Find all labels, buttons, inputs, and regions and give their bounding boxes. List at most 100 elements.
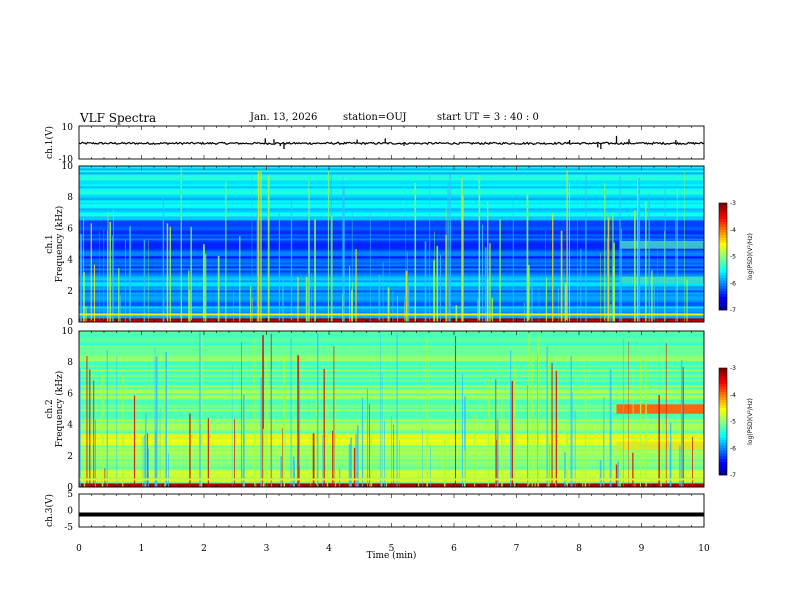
x-tick-label: 2: [201, 544, 207, 554]
ch2-spec-row: [79, 335, 704, 338]
ch1-spec-colorbar-cell: [719, 205, 727, 209]
ch2-spec-row: [79, 407, 704, 410]
ch2-spec-colorbar-cell: [719, 378, 727, 382]
ch1-spec-row: [79, 278, 704, 281]
ch1-spec-colorbar-cell: [719, 283, 727, 287]
ch1-spec-colorbar-tick: -7: [730, 307, 736, 314]
ch1-spec-row: [79, 256, 704, 259]
ch1-ytick-label: -10: [59, 155, 74, 165]
ch1-spec-colorbar-cell: [719, 253, 727, 257]
ch1-spec-row: [79, 218, 704, 221]
ch1-spec-row: [79, 222, 704, 225]
ch2-spec-colorbar-cell: [719, 373, 727, 377]
ch1-spec-colorbar-cell: [719, 301, 727, 305]
ch2-spec-colorbar-cell: [719, 394, 727, 398]
ch1-spec-colorbar-cell: [719, 264, 727, 268]
ch1-spec-colorbar-cell: [719, 243, 727, 247]
ch2-spec-row: [79, 375, 704, 378]
ch1-spec-row: [79, 236, 704, 239]
ch2-spec-row: [79, 363, 704, 366]
ch1-spec-row: [79, 276, 704, 279]
ch1-spec-colorbar-cell: [719, 216, 727, 220]
ch1-spec-row: [79, 184, 704, 187]
ch2-spec-colorbar-tick: -5: [730, 419, 736, 426]
ch1-spec-row: [79, 202, 704, 205]
ch2-spec-colorbar-cell: [719, 424, 727, 428]
ch1-spec-colorbar-cell: [719, 229, 727, 233]
ch2-spec-row: [79, 369, 704, 372]
ch1-spec-row: [79, 284, 704, 287]
ch1-spec-colorbar-cell: [719, 288, 727, 292]
ch1-spec-row: [79, 226, 704, 229]
ch2-spec-row: [79, 373, 704, 376]
ch1-spec-row: [79, 228, 704, 231]
ch2-spec-colorbar-cell: [719, 392, 727, 396]
ch1-spec-row: [79, 182, 704, 185]
ch1-spec-row: [79, 268, 704, 271]
ch2-spec-row: [79, 401, 704, 404]
ch1-spec-row: [79, 300, 704, 303]
ch2-spec-colorbar-cell: [719, 421, 727, 425]
ch1-spec-row: [79, 308, 704, 311]
ch2-spec-colorbar-frame: [718, 367, 728, 476]
ch1-spec-colorbar-cell: [719, 299, 727, 303]
ch1-spec-colorbar-cell: [719, 272, 727, 276]
x-tick-label: 9: [639, 544, 645, 554]
ch1-spec-colorbar-cell: [719, 227, 727, 231]
ch3-ytick-label: 5: [67, 490, 73, 500]
ch1-spec-colorbar-cell: [719, 285, 727, 289]
ch1-spec-row: [79, 232, 704, 235]
ch2-spec-colorbar-cell: [719, 437, 727, 441]
ch2-spec-colorbar-cell: [719, 466, 727, 470]
ch1-spec-row: [79, 190, 704, 193]
ch2-spec-ytick-label: 8: [67, 358, 73, 368]
ch1-spec-ytick-label: 0: [67, 318, 73, 328]
x-tick-label: 8: [576, 544, 582, 554]
ch2-spec-ytick-label: 10: [62, 327, 74, 337]
ch3-ytick-label: -5: [64, 523, 73, 533]
ch1-spec-colorbar-cell: [719, 224, 727, 228]
ch2-spec-colorbar-cell: [719, 469, 727, 473]
ch2-spec-ylabel-freq: Frequency (kHz): [54, 371, 65, 448]
ch1-spec-colorbar-label: log(PSD)(V²/Hz): [747, 233, 754, 280]
ch1-spec-ytick-label: 8: [67, 193, 73, 203]
ch2-spec-colorbar-tick: -3: [730, 365, 736, 372]
ch1-spec-row: [79, 208, 704, 211]
ch1-spec-row: [79, 272, 704, 275]
ch1-spec-row: [79, 250, 704, 253]
ch1-spec-row: [79, 306, 704, 309]
ch2-spec-colorbar-cell: [719, 408, 727, 412]
ch1-spec-row: [79, 246, 704, 249]
ch1-spec-row: [79, 204, 704, 207]
x-tick-label: 7: [514, 544, 520, 554]
ch2-spec-row: [79, 395, 704, 398]
ch2-spec-row: [79, 383, 704, 386]
ch2-spec-colorbar-cell: [719, 416, 727, 420]
ch1-spec-colorbar-tick: -6: [730, 280, 736, 287]
ch2-spec-colorbar-tick: -4: [730, 392, 736, 399]
ch1-ytick-label: 10: [62, 123, 74, 133]
ch1-spec-row: [79, 264, 704, 267]
ch2-spec-row: [79, 411, 704, 414]
ch1-spec-row: [79, 234, 704, 237]
ch1-spec-colorbar-cell: [719, 237, 727, 241]
ch1-spec-row: [79, 174, 704, 177]
ch1-spec-row: [79, 304, 704, 307]
ch2-spec-row: [79, 357, 704, 360]
ch2-spec-colorbar-cell: [719, 432, 727, 436]
ch1-spec-colorbar-cell: [719, 219, 727, 223]
ch2-spec-colorbar-cell: [719, 448, 727, 452]
ch2-spec-row: [79, 413, 704, 416]
ch1-spec-colorbar-frame: [718, 202, 728, 311]
ch1-spec-colorbar-tick: -4: [730, 227, 736, 234]
ch1-spec-ytick-label: 2: [67, 287, 73, 297]
ch1-spec-row: [79, 260, 704, 263]
ch2-spec-row: [79, 349, 704, 352]
ch1-spec-row: [79, 288, 704, 291]
ch2-spec-colorbar-cell: [719, 440, 727, 444]
ch2-spec-colorbar-cell: [719, 472, 727, 476]
ch2-spec-colorbar-cell: [719, 456, 727, 460]
ch2-spec-colorbar-cell: [719, 400, 727, 404]
ch2-spec-row: [79, 345, 704, 348]
ch1-spec-row: [79, 258, 704, 261]
